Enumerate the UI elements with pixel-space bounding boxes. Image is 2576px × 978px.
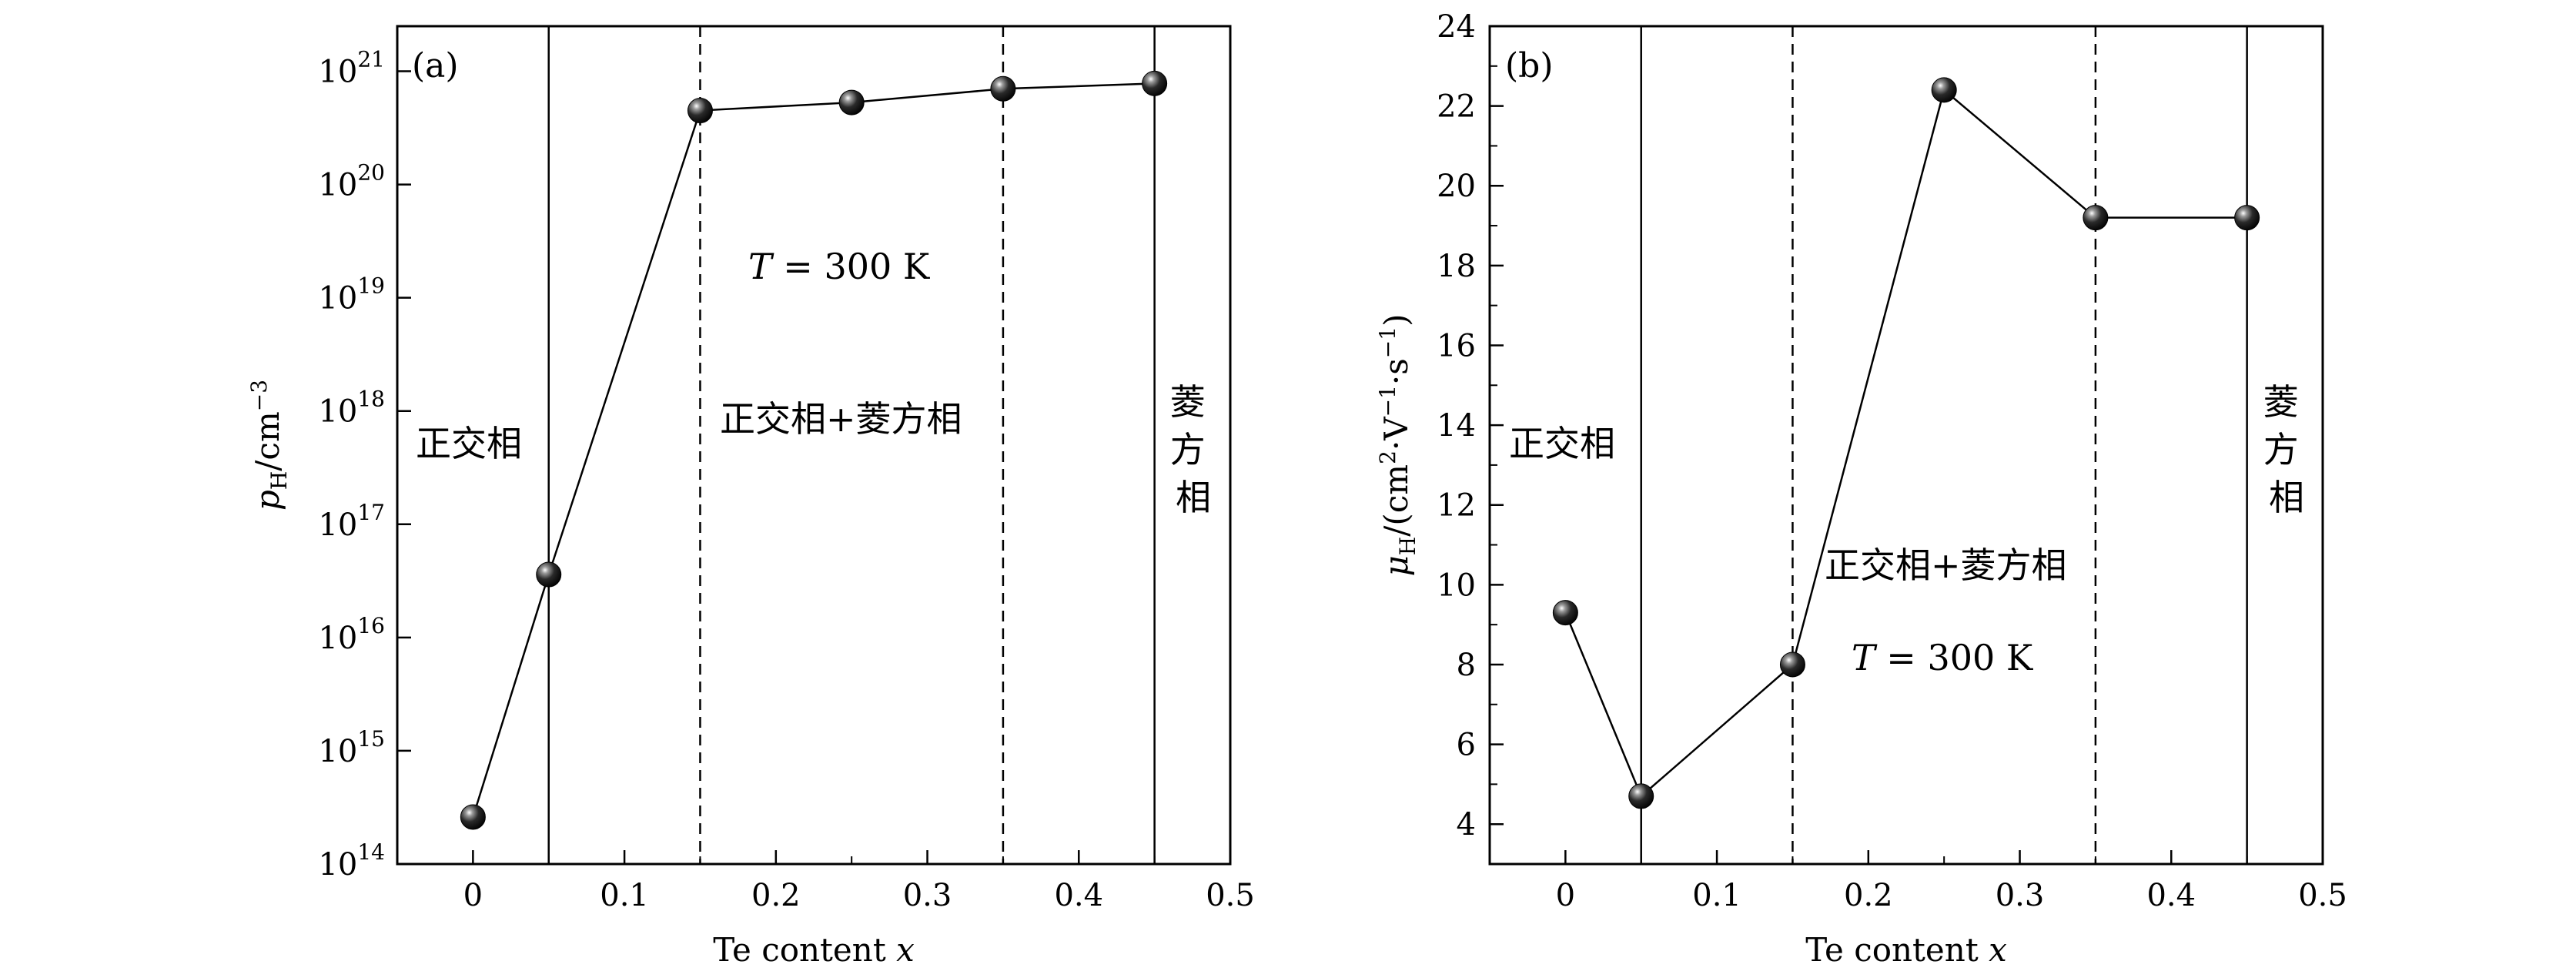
y-tick-label: 22	[1437, 89, 1476, 125]
panel-label: (b)	[1505, 46, 1554, 85]
data-point	[1552, 600, 1578, 626]
data-point	[2234, 205, 2260, 231]
y-tick-label: 8	[1457, 648, 1476, 683]
x-axis-title: Te content x	[1805, 931, 2007, 969]
data-point	[1931, 77, 1957, 103]
plot-frame	[1488, 25, 2324, 866]
series-line	[472, 82, 1155, 818]
phase-label-mixed: 正交相+菱方相	[720, 398, 962, 440]
y-tick-label: 1016	[318, 613, 385, 656]
y-tick-label: 4	[1457, 807, 1476, 842]
phase-label-rhombohedral: 菱 方 相	[1170, 381, 1217, 518]
data-point	[536, 561, 562, 588]
phase-label-rhombohedral: 菱 方 相	[2263, 381, 2310, 518]
data-point	[1779, 651, 1805, 678]
phase-label-mixed: 正交相+菱方相	[1825, 544, 2067, 586]
x-tick-label: 0.4	[2146, 878, 2196, 913]
data-point	[687, 98, 713, 124]
y-tick-label: 18	[1437, 249, 1476, 284]
x-tick-label: 0.4	[1054, 878, 1103, 913]
x-tick-label: 0	[1556, 878, 1575, 913]
temperature-annotation: T = 300 K	[1852, 637, 2034, 678]
y-tick-label: 1018	[318, 387, 385, 430]
data-point	[990, 75, 1016, 102]
phase-label-orthorhombic: 正交相	[1509, 423, 1615, 464]
panel-a: 0 0.1 0.2 0.3 0.4 0.5 1014 1015 1016 1017 1018 1019…	[246, 25, 1255, 969]
y-tick-label: 14	[1437, 408, 1476, 444]
x-tick-label: 0.2	[751, 878, 801, 913]
data-point	[1142, 70, 1168, 96]
x-tick-label: 0.3	[1996, 878, 2045, 913]
x-axis-title: Te content x	[713, 931, 915, 969]
x-tick-label: 0.3	[903, 878, 952, 913]
x-tick-label: 0.1	[1692, 878, 1741, 913]
y-tick-label: 20	[1437, 169, 1476, 204]
y-axis-title: pH/cm−3	[246, 380, 292, 511]
temperature-annotation: T = 300 K	[748, 246, 931, 287]
series-line	[1564, 88, 2247, 799]
data-point	[838, 89, 865, 116]
x-tick-label: 0.2	[1844, 878, 1893, 913]
phase-label-orthorhombic: 正交相	[416, 423, 522, 464]
y-tick-label: 1020	[318, 160, 385, 203]
y-tick-label: 6	[1457, 728, 1476, 763]
data-point	[1628, 783, 1654, 809]
data-point	[2083, 205, 2109, 231]
x-tick-label: 0.5	[1206, 878, 1255, 913]
y-axis-title: μH/(cm2·V−1·s−1)	[1375, 314, 1420, 577]
x-tick-label: 0	[463, 878, 483, 913]
y-tick-label: 1015	[318, 726, 385, 769]
plot-frame	[396, 25, 1232, 866]
y-tick-label: 10	[1437, 568, 1476, 603]
y-tick-label: 24	[1437, 9, 1476, 45]
y-tick-label: 12	[1437, 488, 1476, 524]
x-tick-label: 0.5	[2298, 878, 2347, 913]
y-tick-label: 1021	[318, 47, 385, 90]
y-tick-label: 1019	[318, 273, 385, 317]
y-tick-label: 1014	[318, 839, 385, 883]
y-tick-label: 16	[1437, 328, 1476, 363]
data-point	[460, 804, 486, 830]
x-tick-label: 0.1	[600, 878, 649, 913]
panel-label: (a)	[412, 46, 459, 85]
y-tick-label: 1017	[318, 500, 385, 543]
